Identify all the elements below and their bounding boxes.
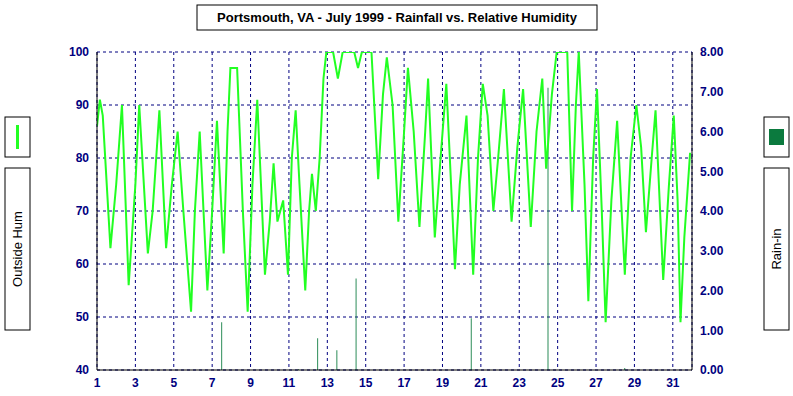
svg-text:5.00: 5.00 <box>700 165 724 179</box>
svg-text:19: 19 <box>436 376 450 390</box>
svg-text:3: 3 <box>132 376 139 390</box>
svg-text:7.00: 7.00 <box>700 85 724 99</box>
svg-text:5: 5 <box>170 376 177 390</box>
svg-text:29: 29 <box>628 376 642 390</box>
svg-text:2.00: 2.00 <box>700 284 724 298</box>
svg-text:25: 25 <box>551 376 565 390</box>
svg-text:1: 1 <box>94 376 101 390</box>
svg-text:3.00: 3.00 <box>700 244 724 258</box>
svg-text:40: 40 <box>76 363 90 377</box>
svg-text:23: 23 <box>513 376 527 390</box>
svg-text:13: 13 <box>321 376 335 390</box>
svg-text:9: 9 <box>247 376 254 390</box>
svg-text:Outside Hum: Outside Hum <box>10 211 25 287</box>
svg-text:1.00: 1.00 <box>700 324 724 338</box>
svg-text:4.00: 4.00 <box>700 204 724 218</box>
svg-text:8.00: 8.00 <box>700 45 724 59</box>
svg-text:7: 7 <box>209 376 216 390</box>
svg-text:11: 11 <box>283 376 296 390</box>
svg-text:6.00: 6.00 <box>700 125 724 139</box>
svg-text:90: 90 <box>76 98 90 112</box>
svg-text:Portsmouth, VA - July 1999 - R: Portsmouth, VA - July 1999 - Rainfall vs… <box>217 10 578 25</box>
svg-text:27: 27 <box>589 376 603 390</box>
svg-text:Rain-in: Rain-in <box>769 228 784 269</box>
svg-text:60: 60 <box>76 257 90 271</box>
svg-text:0.00: 0.00 <box>700 363 724 377</box>
svg-text:15: 15 <box>359 376 373 390</box>
svg-text:80: 80 <box>76 151 90 165</box>
svg-text:100: 100 <box>69 45 89 59</box>
svg-text:31: 31 <box>666 376 680 390</box>
svg-text:50: 50 <box>76 310 90 324</box>
svg-text:17: 17 <box>397 376 411 390</box>
svg-text:21: 21 <box>474 376 488 390</box>
svg-text:70: 70 <box>76 204 90 218</box>
